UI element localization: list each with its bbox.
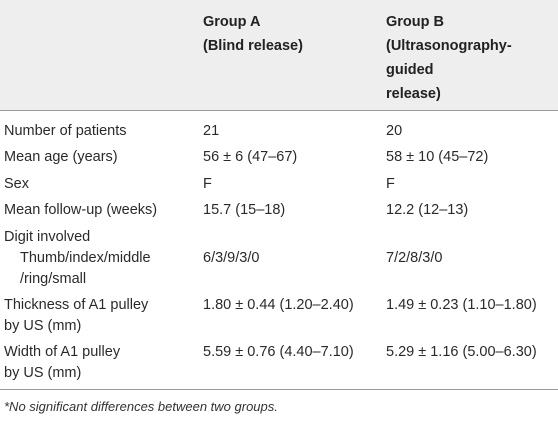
row-label-follow-up: Mean follow-up (weeks) xyxy=(4,202,158,218)
row-value-a-thickness: 1.80 ± 0.44 (1.20–2.40) xyxy=(203,297,354,313)
row-label-thickness-line-2: by US (mm) xyxy=(4,318,82,334)
row-value-b-age: 58 ± 10 (45–72) xyxy=(386,149,489,165)
table-footnote: *No significant differences between two … xyxy=(4,399,278,414)
row-label-width-line-1: Width of A1 pulley xyxy=(4,344,121,360)
row-value-a-patients: 21 xyxy=(203,123,220,139)
header-group-b-line-3: guided xyxy=(386,62,434,78)
row-label-digit-line-1: Digit involved xyxy=(4,229,91,245)
row-value-a-sex: F xyxy=(203,176,212,192)
row-value-a-follow-up: 15.7 (15–18) xyxy=(203,202,286,218)
header-divider xyxy=(0,110,558,111)
row-value-b-patients: 20 xyxy=(386,123,403,139)
row-label-patients: Number of patients xyxy=(4,123,127,139)
row-value-a-age: 56 ± 6 (47–67) xyxy=(203,149,298,165)
row-value-b-thickness: 1.49 ± 0.23 (1.10–1.80) xyxy=(386,297,537,313)
row-label-sex: Sex xyxy=(4,176,29,192)
header-group-a-line-1: Group A xyxy=(203,14,261,30)
header-group-b-line-2: (Ultrasonography- xyxy=(386,38,512,54)
row-value-b-sex: F xyxy=(386,176,395,192)
row-label-digit-line-2: Thumb/index/middle xyxy=(20,250,151,266)
row-value-a-digit: 6/3/9/3/0 xyxy=(203,250,260,266)
row-label-digit-line-3: /ring/small xyxy=(20,271,87,287)
header-group-a-line-2: (Blind release) xyxy=(203,38,303,54)
row-value-b-follow-up: 12.2 (12–13) xyxy=(386,202,469,218)
row-label-thickness-line-1: Thickness of A1 pulley xyxy=(4,297,149,313)
table-header-band xyxy=(0,0,558,110)
row-value-b-width: 5.29 ± 1.16 (5.00–6.30) xyxy=(386,344,537,360)
header-group-b-line-1: Group B xyxy=(386,14,444,30)
row-label-age: Mean age (years) xyxy=(4,149,118,165)
table-bottom-rule xyxy=(0,389,558,390)
row-value-a-width: 5.59 ± 0.76 (4.40–7.10) xyxy=(203,344,354,360)
header-group-b-line-4: release) xyxy=(386,86,441,102)
row-value-b-digit: 7/2/8/3/0 xyxy=(386,250,443,266)
row-label-width-line-2: by US (mm) xyxy=(4,365,82,381)
